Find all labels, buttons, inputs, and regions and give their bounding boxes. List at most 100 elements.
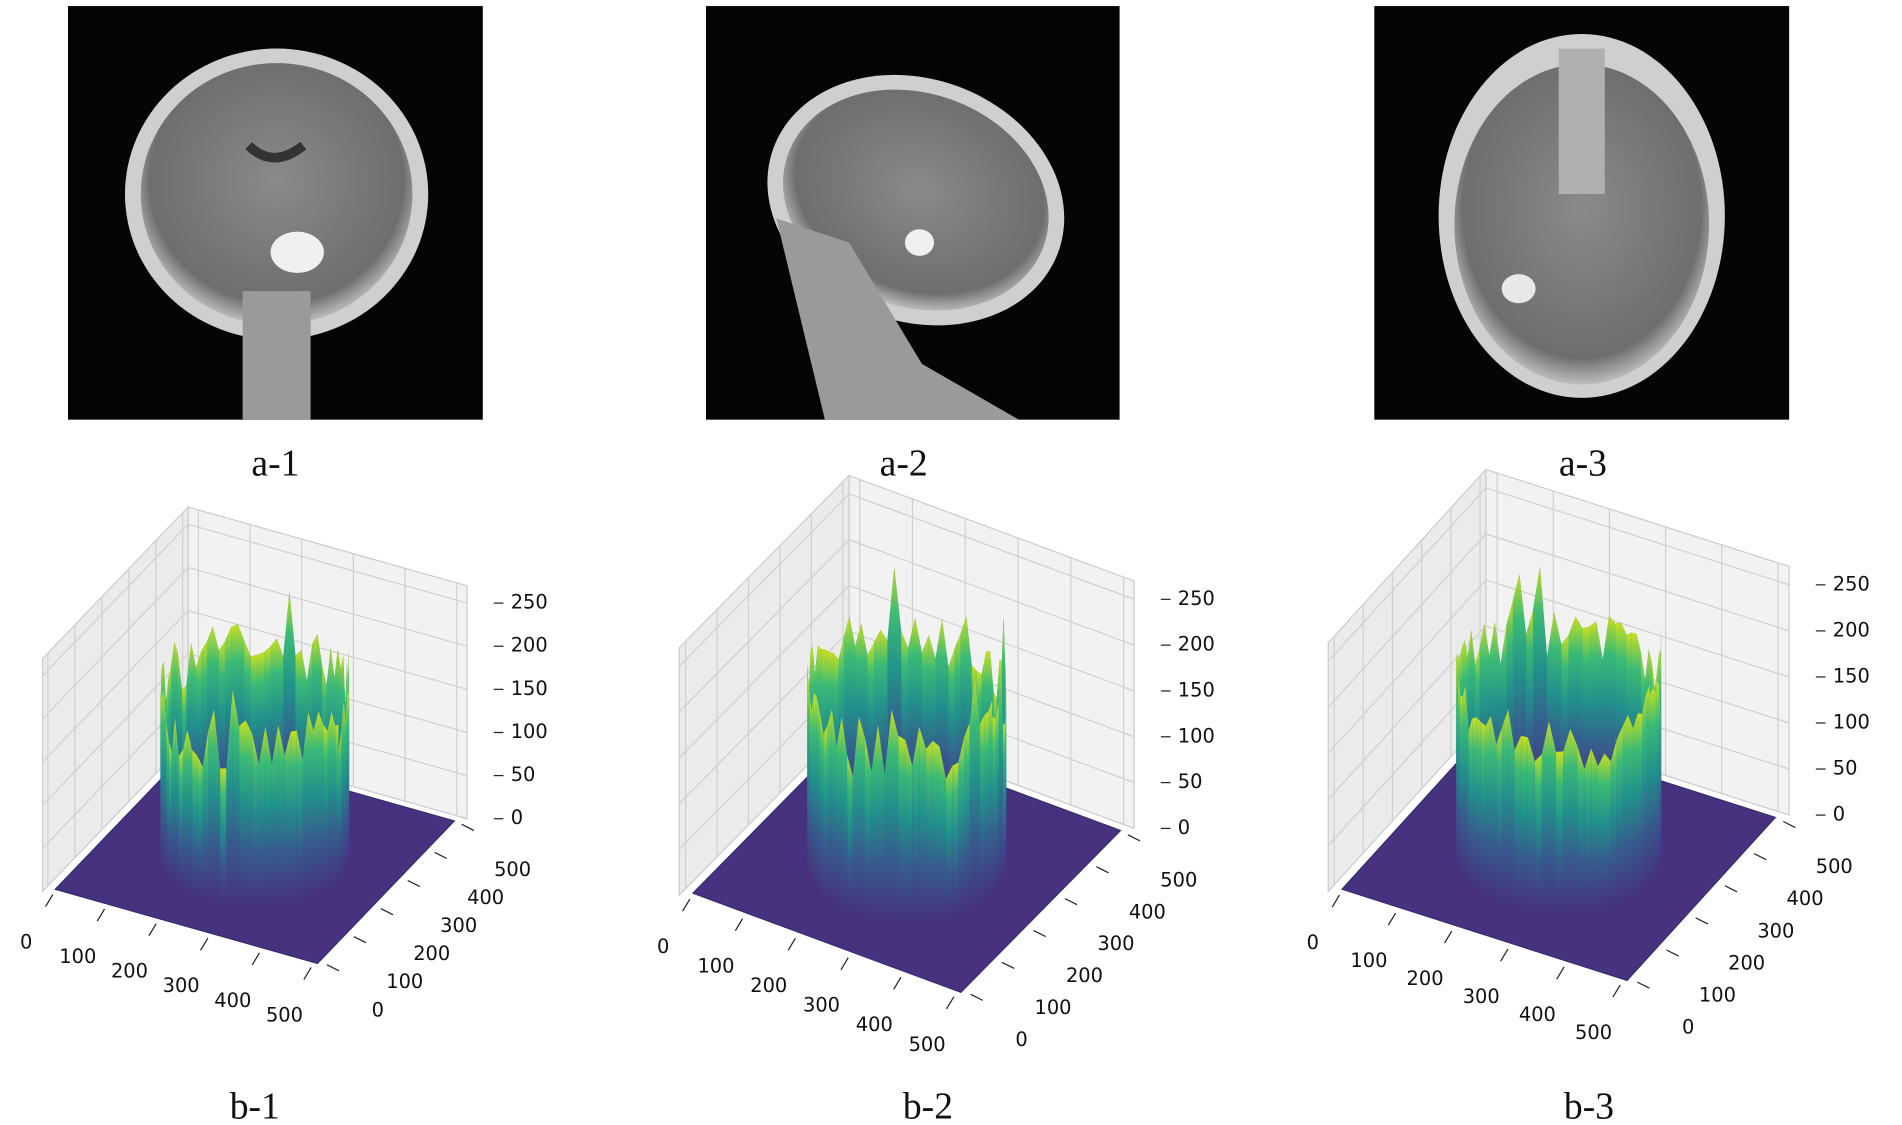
y-tick	[1724, 885, 1738, 893]
x-tick	[1387, 912, 1397, 926]
y-tick	[1033, 929, 1046, 938]
surface-strip	[1659, 685, 1661, 867]
surface-strip	[1460, 695, 1463, 873]
surface-strip	[1476, 717, 1481, 891]
surface-strip	[1582, 626, 1590, 798]
surface-strip	[1584, 748, 1592, 912]
x-tick	[840, 957, 849, 971]
x-tick	[45, 894, 54, 907]
surface-strip	[1521, 735, 1528, 910]
surface-strip	[302, 711, 309, 900]
z-tick-label: 150	[1833, 664, 1870, 687]
y-tick	[1637, 981, 1650, 989]
x-tick-label: 300	[163, 974, 200, 997]
surface-strip	[1554, 611, 1562, 794]
surface-strip	[1596, 621, 1603, 801]
surface-strip	[318, 711, 324, 893]
surface-strip	[232, 689, 240, 906]
image-caption: a-1	[251, 442, 299, 484]
x-tick-label: 500	[909, 1033, 946, 1056]
surface-strip	[979, 715, 985, 904]
x-tick-label: 300	[803, 994, 840, 1017]
x-tick	[303, 967, 312, 980]
surface-strip	[1657, 680, 1660, 871]
y-tick-label: 100	[386, 970, 423, 993]
grid-line	[1327, 487, 1790, 662]
x-tick	[1556, 966, 1565, 980]
surface-strip	[1508, 709, 1515, 907]
surface-strip	[271, 725, 279, 906]
surface-strip	[1512, 573, 1520, 800]
surface-strip	[974, 677, 980, 907]
surface-strip	[1465, 685, 1469, 881]
y-tick-label: 300	[1097, 932, 1134, 955]
surface-strip	[335, 724, 339, 882]
surface-strip	[1002, 723, 1005, 878]
surface-strip	[1532, 566, 1540, 796]
surface-strip	[1610, 739, 1617, 906]
surface-strip	[1570, 729, 1578, 913]
y-tick-label: 200	[1728, 951, 1765, 974]
surface-strip	[338, 730, 342, 879]
z-tick-label: 250	[511, 591, 548, 614]
x-tick-label: 500	[1575, 1021, 1612, 1044]
x-tick-label: 200	[111, 960, 148, 983]
surface-strip	[988, 700, 993, 897]
z-tick-label: 0	[1178, 816, 1190, 839]
surface-strip	[905, 739, 913, 923]
surface-strip	[166, 723, 169, 877]
surface-strip	[808, 678, 810, 875]
z-tick-label: 100	[511, 720, 548, 743]
surface-strip	[290, 730, 297, 903]
z-tick-label: 200	[1833, 618, 1870, 641]
y-tick-label: 500	[494, 858, 531, 881]
x-tick-label: 0	[20, 930, 32, 953]
y-tick-label: 500	[1160, 868, 1197, 891]
y-tick-label: 100	[1699, 984, 1736, 1007]
surface-strip	[1642, 693, 1647, 890]
surface-strip	[831, 709, 837, 905]
surface-strip	[1622, 714, 1628, 902]
surface-strip	[816, 696, 820, 891]
surface-strip	[1646, 685, 1650, 886]
y-tick	[1127, 834, 1141, 842]
surface-strip	[1563, 729, 1571, 913]
y-tick	[353, 936, 367, 944]
surface-strip	[1604, 753, 1611, 908]
y-tick	[1753, 853, 1767, 861]
surface-strip	[952, 762, 959, 917]
surface-strip	[1472, 717, 1477, 888]
surface-strip	[1633, 713, 1638, 896]
y-tick-label: 0	[1015, 1028, 1027, 1051]
surface-strip	[202, 730, 209, 900]
z-tick-label: 0	[511, 806, 523, 829]
surface-strip	[919, 726, 927, 923]
x-tick	[682, 898, 691, 912]
surface-strip	[836, 716, 842, 908]
x-tick-label: 400	[214, 989, 251, 1012]
surface-strip	[258, 726, 266, 907]
y-tick	[461, 823, 475, 831]
surface-strip	[995, 703, 999, 890]
surface-strip	[926, 740, 933, 922]
surface-strip	[187, 730, 193, 894]
surface-strip	[161, 691, 163, 867]
y-tick-label: 400	[467, 886, 504, 909]
surface-strip	[1458, 678, 1461, 869]
surface-strip	[932, 740, 940, 921]
surface-strip	[308, 711, 314, 898]
y-tick-label: 500	[1816, 855, 1853, 878]
surface-strip	[942, 619, 949, 808]
surface-strip	[245, 720, 253, 907]
surface-strip	[343, 701, 346, 873]
surface-strip	[939, 746, 946, 920]
surface-strip	[1616, 726, 1623, 904]
x-tick	[148, 923, 157, 937]
x-tick	[945, 996, 955, 1010]
image-caption: a-2	[880, 442, 928, 484]
surface-strip	[1591, 748, 1598, 911]
surface-strip	[1004, 715, 1006, 874]
surface-strip	[265, 726, 272, 907]
surface-strip	[1637, 713, 1643, 893]
